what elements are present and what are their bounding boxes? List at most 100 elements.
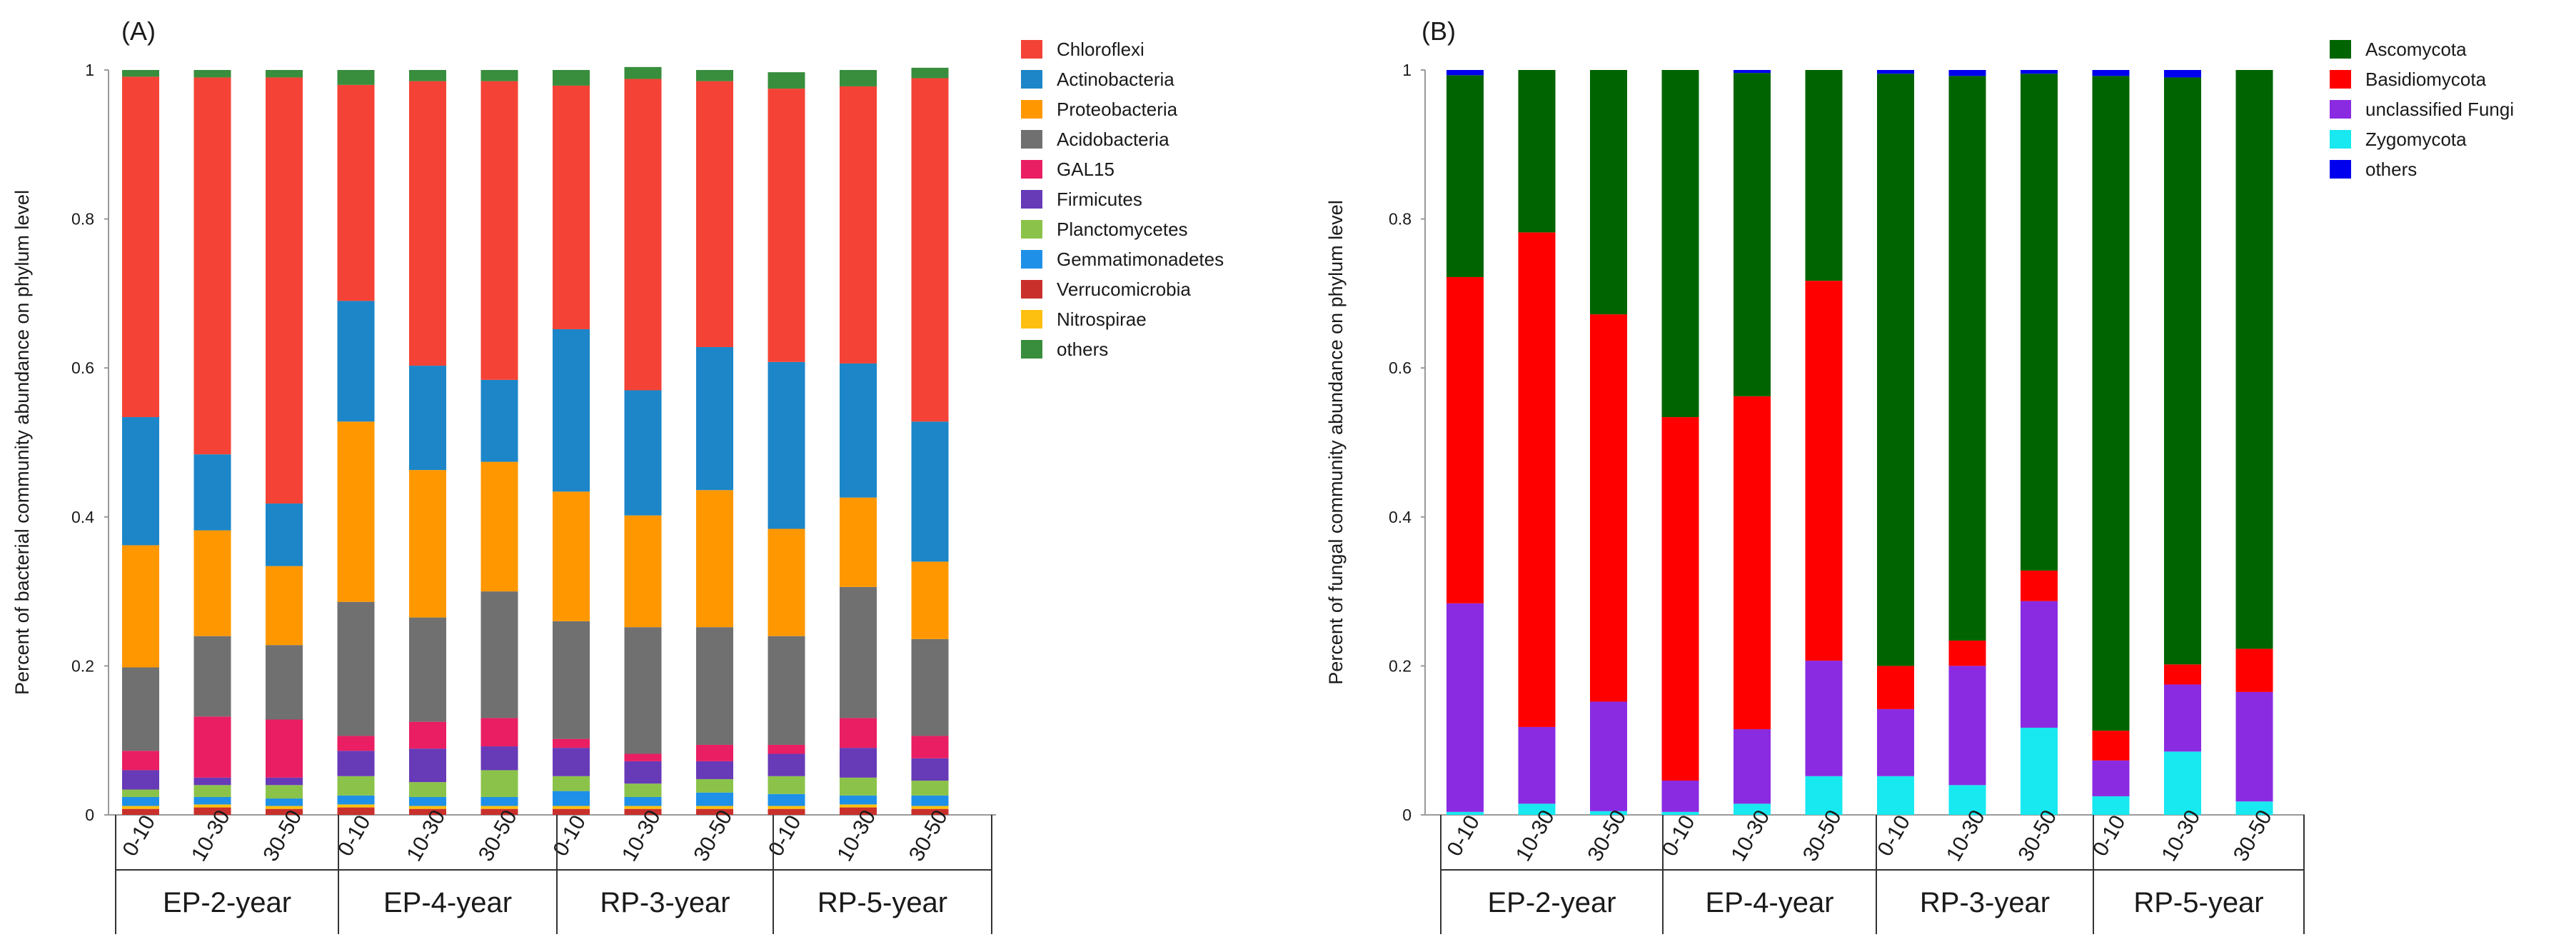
bar-segment <box>696 346 733 491</box>
bar-segment <box>337 601 375 736</box>
legend-label: others <box>2365 159 2417 180</box>
legend-label: Verrucomicrobia <box>1057 279 1191 300</box>
legend-label: Nitrospirae <box>1057 309 1147 330</box>
bar-segment <box>2235 70 2273 649</box>
bar-segment <box>696 744 733 761</box>
bar-segment <box>481 718 518 747</box>
legend-label: Basidiomycota <box>2365 69 2487 90</box>
group-label: EP-2-year <box>1487 887 1616 918</box>
y-tick-label: 1 <box>1402 61 1412 79</box>
bar-segment <box>1590 701 1627 811</box>
bar-segment <box>122 417 159 546</box>
legend-swatch <box>2330 130 2351 149</box>
group-label: EP-4-year <box>383 887 512 918</box>
bar-segment <box>193 70 231 78</box>
x-tick-label: 0-10 <box>1873 811 1915 861</box>
legend-label: GAL15 <box>1057 159 1115 180</box>
bar-segment <box>1734 803 1771 815</box>
bar-segment <box>2092 760 2130 796</box>
bar-segment <box>337 301 375 422</box>
legend-label: Ascomycota <box>2365 39 2467 60</box>
bar-segment <box>768 753 805 776</box>
bar-segment <box>481 379 518 462</box>
y-tick-label: 0.2 <box>71 656 94 675</box>
bar-segment <box>1805 70 1843 281</box>
bar-segment <box>911 795 949 806</box>
bar-segment <box>337 795 375 805</box>
bar-segment <box>2164 684 2201 752</box>
bar-segment <box>409 721 446 749</box>
bar-segment <box>337 70 375 85</box>
bar-segment <box>553 738 590 748</box>
legend-swatch <box>1021 40 1042 59</box>
bar-segment <box>1948 785 1986 815</box>
legend-label: unclassified Fungi <box>2365 99 2514 120</box>
bar-segment <box>2021 601 2058 728</box>
bar-segment <box>696 70 733 81</box>
legend-swatch <box>1021 280 1042 299</box>
bar-segment <box>481 70 518 81</box>
group-label: EP-4-year <box>1705 887 1833 918</box>
bar-segment <box>768 793 805 806</box>
x-tick-label: 0-10 <box>333 811 376 861</box>
bar-segment <box>696 806 733 809</box>
bar-segment <box>2092 70 2130 76</box>
bar-segment <box>337 804 375 808</box>
bar-segment <box>266 645 303 720</box>
bar-segment <box>553 808 590 815</box>
group-label: RP-3-year <box>1920 887 2050 918</box>
bar-segment <box>624 783 662 797</box>
bar-segment <box>553 776 590 791</box>
bar-segment <box>409 366 446 471</box>
bar-segment <box>1877 776 1914 815</box>
bar-segment <box>1877 70 1914 74</box>
bar-segment <box>122 667 159 751</box>
bar-segment <box>409 796 446 806</box>
y-tick-label: 0.2 <box>1389 656 1412 675</box>
bar-segment <box>553 491 590 621</box>
y-tick-label: 0.4 <box>71 508 94 526</box>
bar-segment <box>624 515 662 628</box>
bar-segment <box>553 791 590 806</box>
bar-segment <box>768 776 805 794</box>
bar-segment <box>2021 70 2058 74</box>
bar-segment <box>481 770 518 797</box>
bar-segment <box>122 76 159 418</box>
bar-segment <box>911 808 949 815</box>
bar-segment <box>193 785 231 797</box>
bar-segment <box>1948 640 1986 666</box>
x-tick-label: 0-10 <box>118 811 160 861</box>
bar-segment <box>266 808 303 815</box>
bar-segment <box>1447 811 1484 815</box>
bar-segment <box>409 748 446 783</box>
bar-segment <box>553 70 590 86</box>
bar-segment <box>1590 314 1627 702</box>
bar-segment <box>768 89 805 362</box>
group-label: RP-3-year <box>600 887 730 918</box>
bar-segment <box>768 806 805 809</box>
bar-segment <box>193 77 231 455</box>
y-tick-label: 0 <box>1402 806 1412 824</box>
bar-segment <box>193 636 231 717</box>
bar-segment <box>2235 648 2273 692</box>
bar-segment <box>266 719 303 778</box>
bar-segment <box>266 503 303 566</box>
bar-segment <box>481 806 518 809</box>
bar-segment <box>1948 666 1986 786</box>
bar-segment <box>553 329 590 492</box>
bar-segment <box>624 753 662 761</box>
legend-swatch <box>1021 220 1042 239</box>
x-tick-label: 0-10 <box>1442 811 1484 861</box>
bar-segment <box>337 751 375 776</box>
x-tick-label: 0-10 <box>764 811 806 861</box>
bar-segment <box>624 66 662 79</box>
bar-segment <box>1877 708 1914 776</box>
legend-swatch <box>1021 70 1042 89</box>
bar-segment <box>1447 276 1484 603</box>
bar-segment <box>768 808 805 815</box>
bar-segment <box>624 627 662 754</box>
bar-segment <box>768 636 805 745</box>
bar-segment <box>2164 664 2201 685</box>
bar-segment <box>409 70 446 81</box>
bar-segment <box>1590 811 1627 815</box>
